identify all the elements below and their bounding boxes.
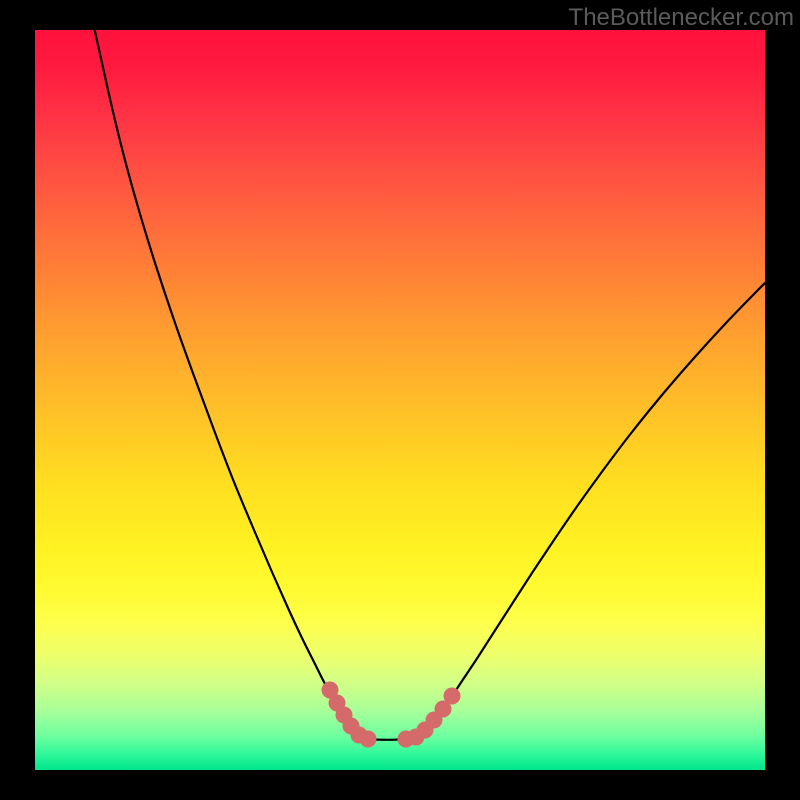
highlight-dot-left bbox=[360, 731, 377, 748]
plot-background bbox=[35, 30, 765, 770]
chart-container: { "canvas": { "width": 800, "height": 80… bbox=[0, 0, 800, 800]
watermark-text: TheBottlenecker.com bbox=[569, 4, 794, 32]
highlight-dot-right bbox=[444, 688, 461, 705]
chart-svg bbox=[0, 0, 800, 800]
